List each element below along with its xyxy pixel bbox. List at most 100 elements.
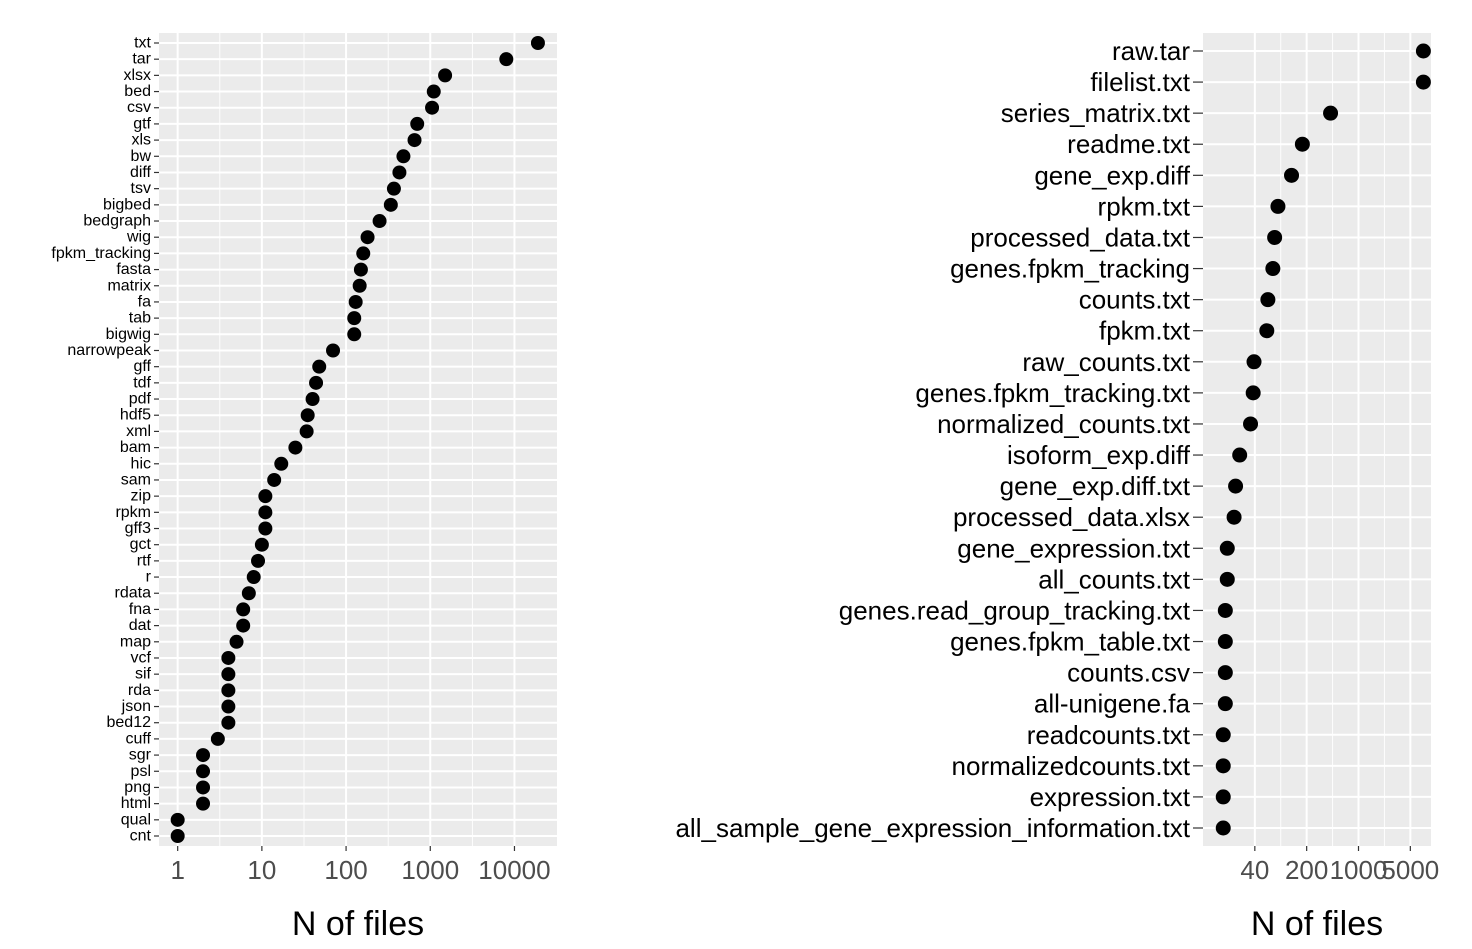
data-point [221,699,236,714]
y-tick-label: bigwig [106,326,151,343]
y-tick-label: filelist.txt [1090,67,1190,97]
data-point [1245,385,1261,401]
data-point [170,812,185,827]
y-tick-label: r [146,569,152,586]
y-tick-label: psl [131,763,151,780]
y-tick-label: html [121,795,151,812]
data-point [1215,820,1231,836]
data-point [347,311,362,326]
data-point [236,602,251,617]
data-point [347,327,362,342]
y-tick-label: matrix [107,277,151,294]
y-tick-label: gff3 [125,520,152,537]
data-point [1246,354,1262,370]
data-point [1217,634,1233,650]
y-tick-label: genes.fpkm_tracking [950,254,1190,284]
y-tick-label: sif [135,666,152,683]
data-point [1226,509,1242,525]
data-point [1243,416,1259,432]
y-tick-label: zip [131,488,152,505]
y-tick-label: normalizedcounts.txt [952,751,1191,781]
y-tick-label: sgr [129,747,152,764]
y-tick-label: gct [130,536,152,553]
x-tick-label: 100 [324,855,367,885]
data-point [210,731,225,746]
y-tick-label: tdf [133,374,151,391]
data-point [258,489,273,504]
data-point [267,472,282,487]
x-tick-label: 10000 [478,855,550,885]
data-point [1259,323,1275,339]
data-point [1219,571,1235,587]
y-tick-label: sam [121,471,151,488]
data-point [1415,43,1431,59]
y-tick-label: hdf5 [120,407,151,424]
data-point [348,294,363,309]
y-tick-label: vcf [131,649,152,666]
x-axis-title: N of files [292,905,424,943]
y-tick-label: all_sample_gene_expression_information.t… [675,813,1190,843]
data-point [1217,602,1233,618]
y-tick-label: wig [126,229,151,246]
y-tick-label: narrowpeak [67,342,152,359]
data-point [410,116,425,131]
y-tick-label: gene_exp.diff.txt [1000,471,1191,501]
data-point [300,408,315,423]
data-point [1294,136,1310,152]
data-point [258,521,273,536]
data-point [305,392,320,407]
y-tick-label: hic [131,455,151,472]
y-tick-label: tar [132,51,151,68]
data-point [438,68,453,83]
data-point [221,683,236,698]
data-point [499,52,514,67]
y-tick-label: processed_data.txt [970,222,1190,252]
data-point [236,618,251,633]
data-point [326,343,341,358]
data-point [241,586,256,601]
y-tick-label: rpkm [115,504,151,521]
data-point [196,780,211,795]
y-tick-label: gene_exp.diff [1034,160,1190,190]
data-point [1265,261,1281,277]
data-point [221,667,236,682]
y-tick-label: tsv [131,180,151,197]
y-tick-label: isoform_exp.diff [1007,440,1191,470]
data-point [1267,229,1283,245]
y-tick-label: normalized_counts.txt [937,409,1191,439]
y-tick-label: png [124,779,151,796]
y-tick-label: rtf [137,552,152,569]
y-tick-label: rda [128,682,151,699]
x-tick-label: 10 [247,855,276,885]
y-tick-label: all_counts.txt [1038,564,1191,594]
data-point [309,375,324,390]
data-point [288,440,303,455]
y-tick-label: gene_expression.txt [957,533,1190,563]
data-point [1323,105,1339,121]
y-tick-label: cuff [126,730,152,747]
y-tick-label: cnt [130,828,152,845]
y-tick-label: bam [120,439,151,456]
data-point [1284,167,1300,183]
y-tick-label: gff [134,358,152,375]
y-tick-label: diff [130,164,152,181]
data-point [1215,789,1231,805]
data-point [407,133,422,148]
data-point [425,100,440,115]
y-tick-label: pdf [129,391,152,408]
y-tick-label: rpkm.txt [1098,191,1191,221]
data-point [1217,696,1233,712]
data-point [196,764,211,779]
y-tick-label: expression.txt [1030,782,1191,812]
data-point [246,570,261,585]
data-point [530,36,545,50]
y-tick-label: xls [131,132,151,149]
data-point [299,424,314,439]
data-point [353,262,368,277]
data-point [1219,540,1235,556]
x-axis-title: N of files [1251,905,1383,943]
data-point [1215,758,1231,774]
data-point [1260,292,1276,308]
data-point [221,715,236,730]
